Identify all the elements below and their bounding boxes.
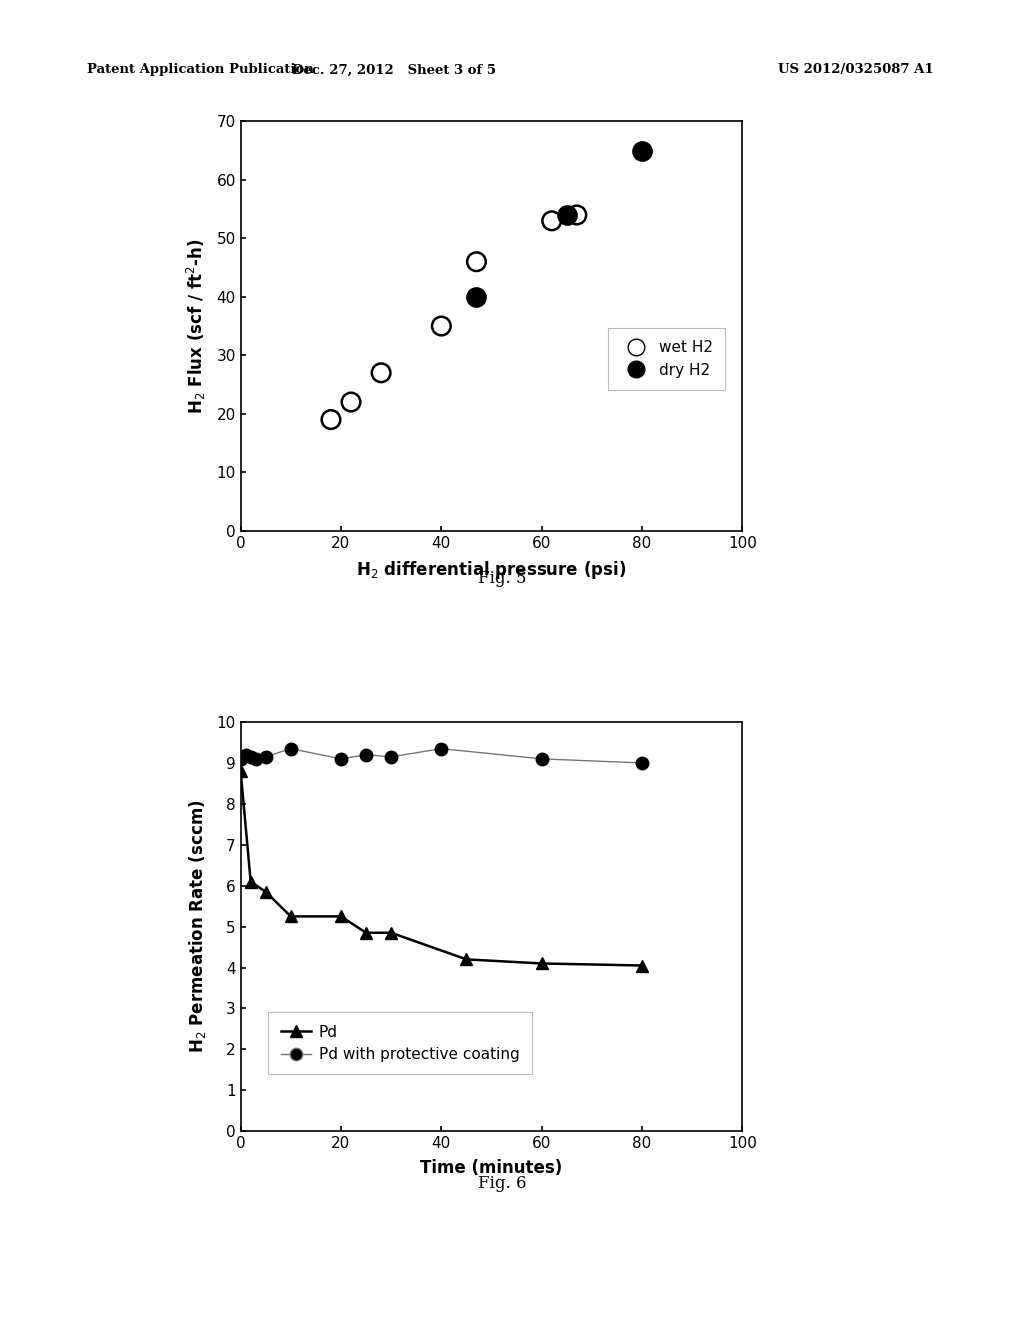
Text: Patent Application Publication: Patent Application Publication [87, 63, 313, 77]
Pd with protective coating [636, 755, 648, 771]
Text: Fig. 5: Fig. 5 [477, 570, 526, 587]
Line: Pd: Pd [234, 764, 648, 972]
Point [568, 205, 585, 226]
Pd [461, 952, 473, 968]
X-axis label: H$_2$ differential pressure (psi): H$_2$ differential pressure (psi) [356, 558, 627, 581]
Pd [360, 925, 373, 941]
Y-axis label: H$_2$ Permeation Rate (sccm): H$_2$ Permeation Rate (sccm) [187, 800, 208, 1053]
Pd with protective coating [234, 751, 247, 767]
Text: Dec. 27, 2012   Sheet 3 of 5: Dec. 27, 2012 Sheet 3 of 5 [292, 63, 497, 77]
Pd with protective coating [240, 747, 252, 763]
Pd with protective coating [335, 751, 347, 767]
Pd [234, 763, 247, 779]
Legend: wet H2, dry H2: wet H2, dry H2 [608, 327, 725, 389]
Pd [536, 956, 548, 972]
Point [468, 286, 484, 308]
Point [559, 205, 575, 226]
Pd with protective coating [250, 751, 262, 767]
Point [433, 315, 450, 337]
Point [373, 362, 389, 383]
Y-axis label: H$_2$ Flux (scf / ft$^2$-h): H$_2$ Flux (scf / ft$^2$-h) [185, 239, 208, 413]
Point [544, 210, 560, 231]
Legend: Pd, Pd with protective coating: Pd, Pd with protective coating [268, 1012, 531, 1074]
Pd with protective coating [245, 748, 257, 764]
Pd [260, 884, 272, 900]
Pd [335, 908, 347, 924]
Pd with protective coating [435, 741, 447, 756]
Line: Pd with protective coating: Pd with protective coating [234, 742, 648, 770]
Pd with protective coating [260, 748, 272, 764]
Pd [636, 957, 648, 973]
Pd with protective coating [285, 741, 297, 756]
Pd with protective coating [385, 748, 397, 764]
X-axis label: Time (minutes): Time (minutes) [421, 1159, 562, 1177]
Point [634, 140, 650, 161]
Pd [245, 874, 257, 890]
Text: Fig. 6: Fig. 6 [477, 1175, 526, 1192]
Pd with protective coating [536, 751, 548, 767]
Text: US 2012/0325087 A1: US 2012/0325087 A1 [778, 63, 934, 77]
Pd with protective coating [360, 747, 373, 763]
Pd [385, 925, 397, 941]
Point [468, 251, 484, 272]
Pd [285, 908, 297, 924]
Point [323, 409, 339, 430]
Point [343, 392, 359, 413]
